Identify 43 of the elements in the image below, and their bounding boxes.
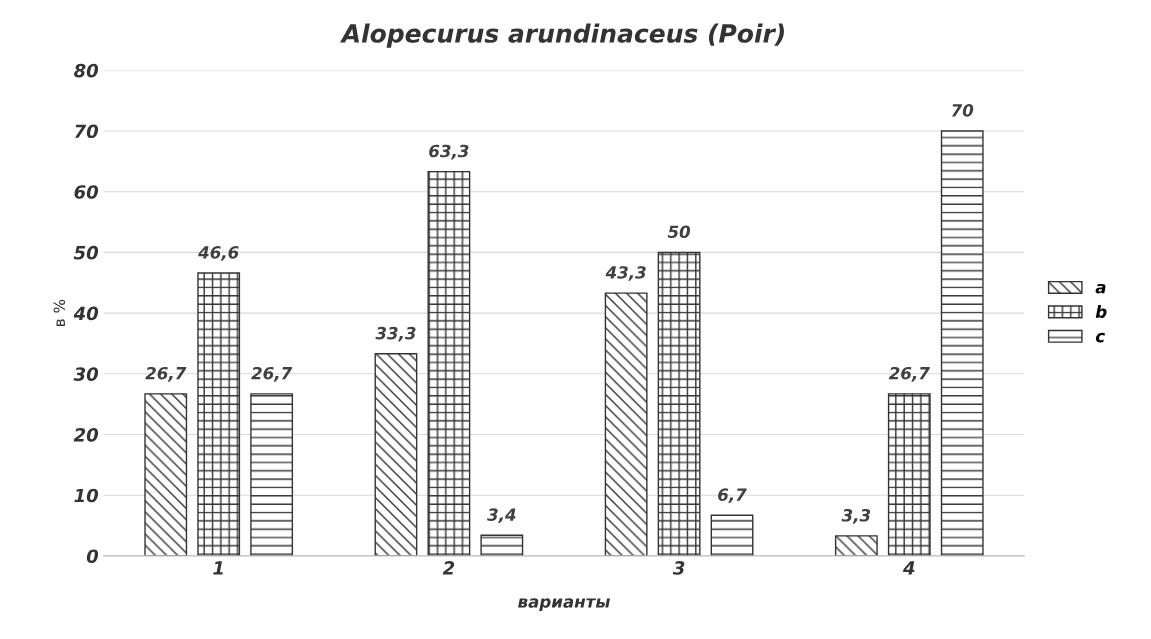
y-tick-label: 20: [73, 427, 99, 442]
y-tick-label: 80: [74, 63, 99, 78]
data-label: 6,7: [718, 488, 747, 504]
bar: [427, 170, 471, 556]
legend-label: c: [1095, 332, 1105, 343]
data-label: 46,6: [198, 246, 239, 261]
data-label: 70: [951, 104, 974, 117]
data-label: 50: [667, 225, 691, 239]
legend-label: b: [1095, 305, 1107, 318]
bar: [604, 292, 648, 556]
bar: [250, 393, 294, 556]
data-label: 33,3: [375, 326, 416, 342]
x-tick-label: 3: [672, 561, 685, 575]
data-label: 3,3: [841, 508, 871, 524]
chart-title: Alopecurus arundinaceus (Poir): [340, 23, 784, 48]
y-tick-label: 40: [73, 306, 99, 321]
y-tick-label: 70: [75, 124, 99, 139]
bar: [710, 514, 754, 556]
legend-label: a: [1095, 283, 1106, 294]
bar: [480, 534, 524, 556]
y-tick-label: 30: [73, 367, 99, 381]
x-tick-label: 4: [902, 561, 915, 575]
bar: [834, 535, 878, 556]
y-tick-label: 50: [73, 245, 99, 260]
x-axis-title: варианты: [518, 598, 610, 612]
y-tick-label: 0: [86, 549, 99, 564]
x-tick-label: 2: [442, 561, 455, 575]
x-tick-label: 1: [213, 561, 223, 575]
data-label: 26,7: [145, 366, 187, 382]
bar: [657, 251, 701, 556]
data-label: 63,3: [429, 144, 469, 160]
bar: [887, 393, 931, 556]
bar: [197, 272, 241, 556]
y-tick-label: 10: [74, 488, 99, 503]
data-label: 43,3: [605, 266, 646, 281]
bar: [374, 353, 418, 556]
data-label: 26,7: [251, 366, 293, 382]
bar: [144, 393, 188, 556]
y-axis-title: в %: [53, 299, 66, 326]
y-tick-label: 60: [74, 185, 99, 199]
data-label: 26,7: [888, 366, 930, 382]
data-label: 3,4: [487, 508, 516, 524]
bar: [940, 130, 984, 556]
